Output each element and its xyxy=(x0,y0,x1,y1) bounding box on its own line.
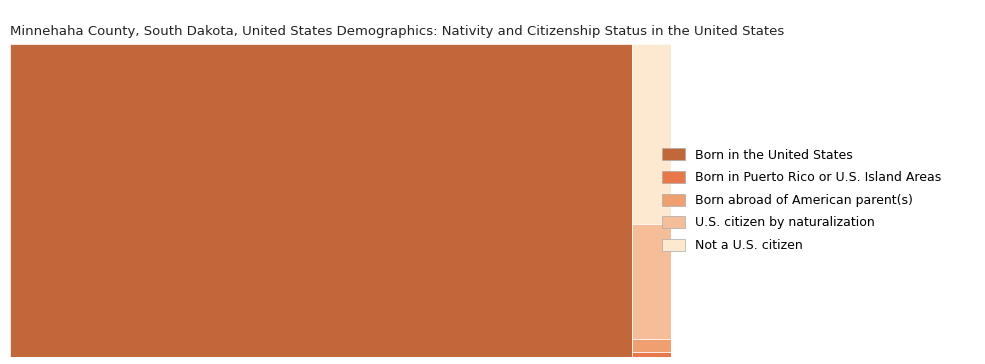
Legend: Born in the United States, Born in Puerto Rico or U.S. Island Areas, Born abroad: Born in the United States, Born in Puert… xyxy=(662,148,941,252)
Bar xyxy=(631,352,671,357)
Bar xyxy=(631,339,671,352)
Bar xyxy=(631,44,671,223)
Text: Minnehaha County, South Dakota, United States Demographics: Nativity and Citizen: Minnehaha County, South Dakota, United S… xyxy=(10,25,784,38)
Bar xyxy=(631,223,671,339)
